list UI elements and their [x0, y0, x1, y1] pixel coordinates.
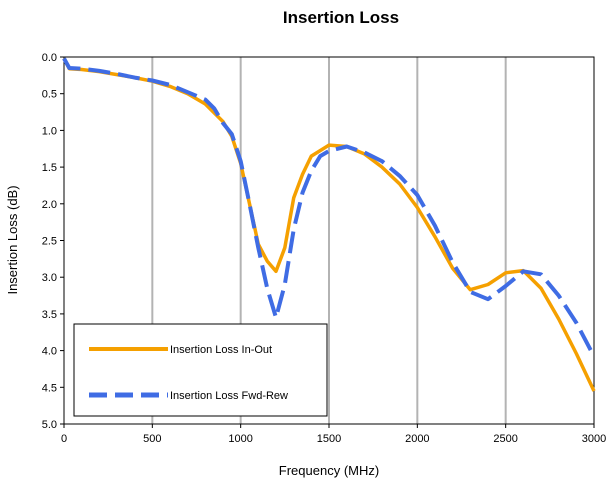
- x-tick-label: 1500: [317, 433, 341, 445]
- y-tick-label: 3.0: [42, 272, 57, 284]
- x-tick-label: 3000: [582, 433, 606, 445]
- y-tick-label: 2.5: [42, 236, 57, 248]
- legend-box: [73, 323, 328, 417]
- x-tick-label: 0: [61, 433, 67, 445]
- y-tick-label: 0.5: [42, 89, 57, 101]
- legend-label-in-out: Insertion Loss In-Out: [170, 344, 272, 356]
- series-line-fwd-rew: [62, 57, 596, 358]
- y-tick-label: 1.5: [42, 162, 57, 174]
- y-tick-label: 4.0: [42, 346, 57, 358]
- y-axis-ticks: 0.0 0.5 1.0 1.5 2.0 2.5 3.0 3.5 4.0 4.5 5.0: [42, 52, 64, 431]
- x-tick-label: 2000: [405, 433, 429, 445]
- x-axis-ticks: 0 500 1000 1500 2000 2500 3000: [61, 424, 606, 445]
- legend-label-fwd-rew: Insertion Loss Fwd-Rew: [170, 390, 288, 402]
- x-tick-label: 500: [143, 433, 161, 445]
- x-axis-label: Frequency (MHz): [279, 463, 379, 478]
- y-axis-label: Insertion Loss (dB): [5, 185, 20, 294]
- y-tick-label: 1.0: [42, 125, 57, 137]
- y-tick-label: 3.5: [42, 309, 57, 321]
- x-tick-label: 2500: [493, 433, 517, 445]
- legend: Insertion Loss In-Out Insertion Loss Fwd…: [73, 323, 328, 417]
- y-tick-label: 0.0: [42, 52, 57, 64]
- series-lines: [62, 57, 596, 392]
- y-tick-label: 5.0: [42, 419, 57, 431]
- y-tick-label: 2.0: [42, 199, 57, 211]
- x-tick-label: 1000: [228, 433, 252, 445]
- y-tick-label: 4.5: [42, 382, 57, 394]
- chart-title: Insertion Loss: [283, 8, 399, 27]
